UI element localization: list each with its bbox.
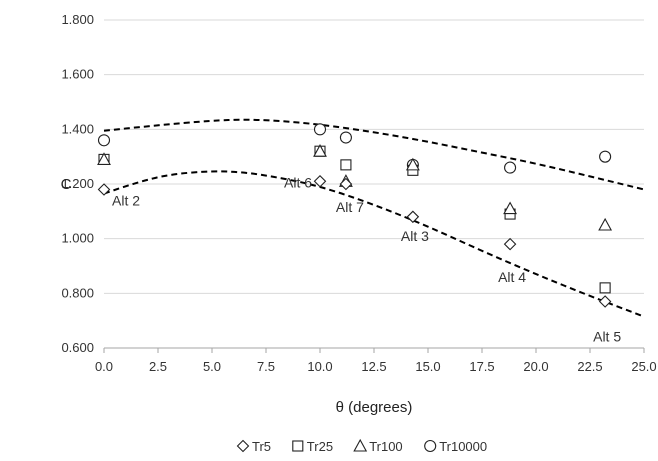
point-tr10000 [339, 131, 352, 144]
point-tr5 [339, 177, 353, 191]
annotation-label: Alt 5 [593, 329, 621, 345]
axes [103, 347, 645, 353]
x-tick-label: 17.5 [469, 359, 494, 374]
data-points [97, 123, 613, 308]
point-tr10000 [97, 134, 111, 147]
y-tick-label: 1.200 [61, 176, 94, 191]
y-tick-label: 1.400 [61, 121, 94, 136]
point-tr10000 [313, 123, 327, 136]
x-axis-title: θ (degrees) [336, 399, 413, 416]
point-tr25 [599, 282, 611, 294]
y-tick-label: 1.600 [61, 67, 94, 82]
x-tick-label: 25.0 [631, 359, 656, 374]
annotation-label: Alt 6 [284, 174, 312, 190]
x-tick-label: 5.0 [203, 359, 221, 374]
trend-line [103, 118, 645, 191]
y-tick-label: 0.600 [61, 340, 94, 355]
trend-lines [103, 118, 645, 318]
annotation-label: Alt 3 [401, 228, 429, 244]
point-tr10000 [599, 150, 612, 163]
y-tick-label: 1.800 [61, 12, 94, 27]
y-tick-label: 1.000 [61, 231, 94, 246]
point-tr5 [503, 237, 517, 251]
x-tick-label: 15.0 [415, 359, 440, 374]
point-tr100 [97, 152, 111, 165]
point-tr5 [313, 174, 327, 188]
annotation-label: Alt 4 [498, 269, 526, 285]
legend-marker-tr5 [236, 439, 250, 453]
point-tr5 [598, 295, 612, 308]
point-tr5 [406, 210, 420, 224]
x-tick-label: 12.5 [361, 359, 386, 374]
x-tick-label: 20.0 [523, 359, 548, 374]
legend-label: Tr10000 [439, 439, 487, 454]
x-tick-label: 7.5 [257, 359, 275, 374]
x-tick-label: 10.0 [307, 359, 332, 374]
point-tr10000 [504, 161, 517, 174]
legend-label: Tr5 [252, 439, 271, 454]
point-tr5 [97, 183, 111, 196]
gridlines [104, 19, 644, 349]
legend-marker-tr100 [353, 438, 368, 452]
legend-label: Tr100 [369, 439, 402, 454]
point-tr100 [503, 201, 518, 215]
trend-line [103, 170, 645, 318]
y-axis-title: C [61, 176, 72, 193]
point-tr100 [405, 157, 420, 171]
annotation-label: Alt 7 [336, 199, 364, 215]
x-tick-label: 0.0 [95, 359, 113, 374]
y-tick-label: 0.800 [61, 285, 94, 300]
x-tick-label: 2.5 [149, 359, 167, 374]
annotations: Alt 2 Alt 6 Alt 7 Alt 3 Alt 4 Alt 5 [112, 174, 621, 344]
legend-label: Tr25 [307, 439, 333, 454]
point-tr25 [340, 159, 352, 171]
point-tr100 [598, 217, 613, 231]
x-tick-label: 22.5 [577, 359, 602, 374]
legend: Tr5 Tr25 Tr100 Tr10000 [236, 438, 487, 454]
annotation-label: Alt 2 [112, 192, 140, 208]
point-tr100 [313, 144, 327, 157]
legend-marker-tr10000 [424, 439, 437, 453]
tick-labels: 0.600 0.800 1.000 1.200 1.400 1.600 1.800 0.0 2.… [61, 12, 656, 374]
legend-marker-tr25 [292, 440, 304, 452]
